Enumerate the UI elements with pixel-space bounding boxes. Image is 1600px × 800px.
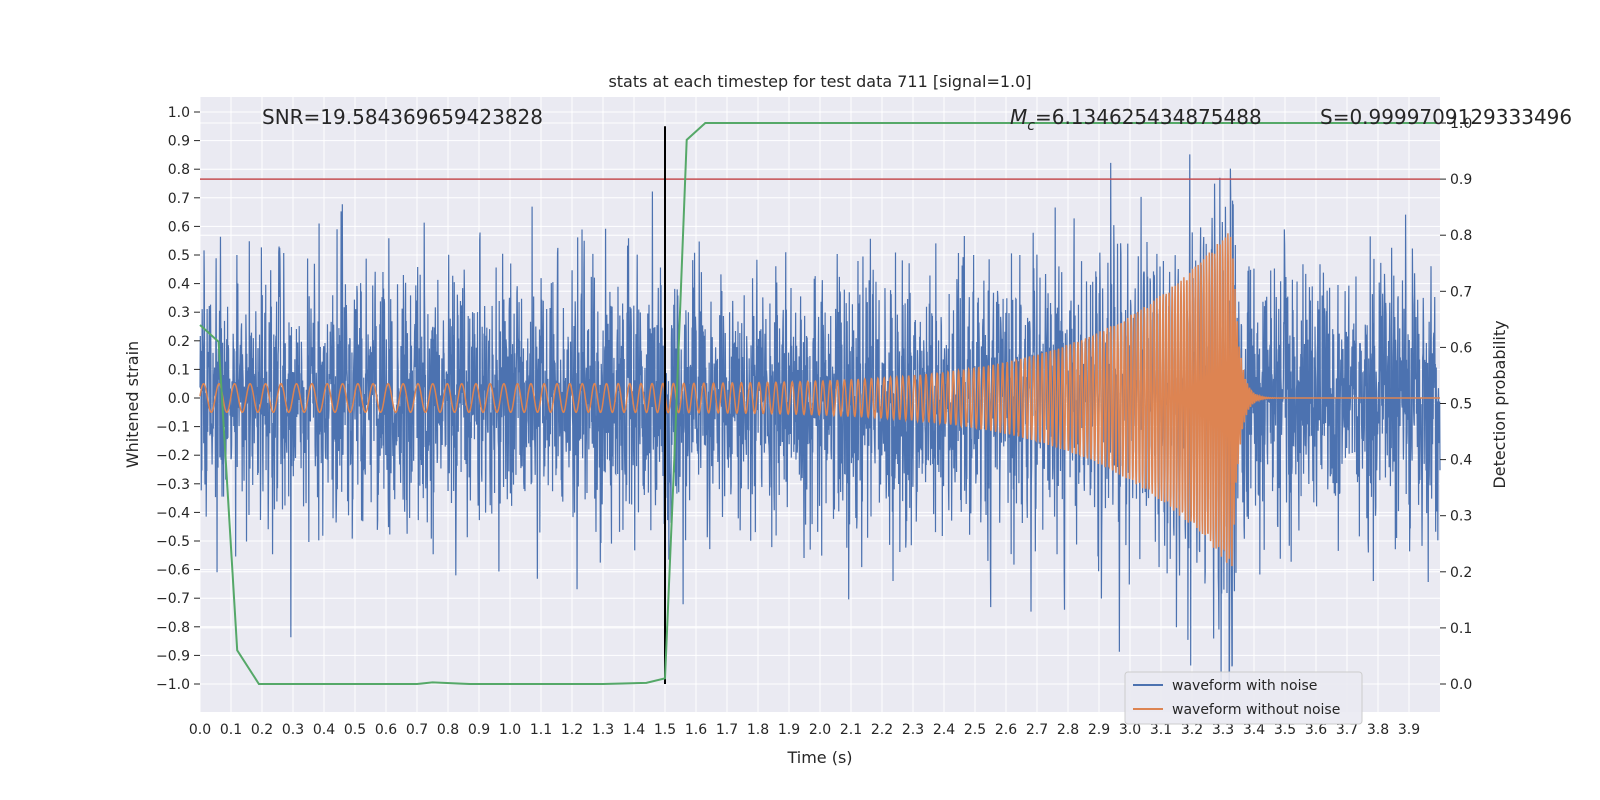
x-tick-label: 2.4 xyxy=(933,722,955,738)
y-tick-label: 0.2 xyxy=(168,334,190,350)
x-tick-label: 2.5 xyxy=(964,722,986,738)
x-tick-label: 1.9 xyxy=(778,722,800,738)
chirp-mass-subscript: c xyxy=(1027,118,1035,134)
x-tick-label: 2.6 xyxy=(995,722,1017,738)
y-tick-label: 1.0 xyxy=(168,105,190,121)
y-tick-label: 0.5 xyxy=(168,248,190,264)
s-annotation: S=0.9999709129333496 xyxy=(1320,105,1572,129)
y-tick-label: 0.4 xyxy=(168,277,190,293)
x-axis-label: Time (s) xyxy=(786,748,852,767)
y2-tick-label: 0.3 xyxy=(1450,509,1472,525)
x-tick-label: 1.5 xyxy=(654,722,676,738)
x-tick-label: 0.9 xyxy=(468,722,490,738)
x-tick-label: 3.5 xyxy=(1274,722,1296,738)
x-tick-label: 2.1 xyxy=(840,722,862,738)
y-tick-label: 0.6 xyxy=(168,219,190,235)
y2-tick-label: 0.2 xyxy=(1450,565,1472,581)
y-tick-label: −0.9 xyxy=(156,648,190,664)
chart-title: stats at each timestep for test data 711… xyxy=(608,72,1031,91)
y-tick-label: 0.8 xyxy=(168,162,190,178)
y2-tick-label: 0.0 xyxy=(1450,677,1472,693)
detection-probability-line xyxy=(199,122,1437,685)
y2-axis-ticks: 1.0 0.9 0.8 0.7 0.6 0.5 0.4 0.3 0.2 0.1 0.0 xyxy=(1440,116,1472,693)
y2-axis-label: Detection probability xyxy=(1490,320,1509,488)
x-tick-label: 1.8 xyxy=(747,722,769,738)
chirp-mass-annotation: Mc=6.134625434875488 xyxy=(1010,105,1262,134)
x-tick-label: 3.4 xyxy=(1243,722,1265,738)
x-tick-label: 1.4 xyxy=(623,722,645,738)
x-tick-label: 0.3 xyxy=(282,722,304,738)
y-tick-label: 0.1 xyxy=(168,362,190,378)
x-tick-label: 1.2 xyxy=(561,722,583,738)
y2-tick-label: 0.6 xyxy=(1450,340,1472,356)
chirp-mass-value: =6.134625434875488 xyxy=(1035,105,1262,129)
x-tick-label: 0.7 xyxy=(406,722,428,738)
x-tick-label: 2.8 xyxy=(1057,722,1079,738)
x-tick-label: 0.1 xyxy=(220,722,242,738)
y-tick-label: 0.3 xyxy=(168,305,190,321)
y2-tick-label: 0.5 xyxy=(1450,397,1472,413)
x-tick-label: 0.0 xyxy=(189,722,211,738)
x-tick-label: 1.6 xyxy=(685,722,707,738)
x-tick-label: 1.3 xyxy=(592,722,614,738)
y-tick-label: −0.7 xyxy=(156,591,190,607)
x-tick-label: 2.7 xyxy=(1026,722,1048,738)
x-tick-label: 2.0 xyxy=(809,722,831,738)
legend: waveform with noise waveform without noi… xyxy=(1124,671,1363,725)
legend-box xyxy=(1124,671,1363,725)
y-tick-label: −0.5 xyxy=(156,534,190,550)
y-axis-ticks: 1.0 0.9 0.8 0.7 0.6 0.5 0.4 0.3 0.2 0.1 0.0 −0.1 −0.… xyxy=(156,105,200,693)
x-tick-label: 0.2 xyxy=(251,722,273,738)
legend-label-clean: waveform without noise xyxy=(1172,702,1340,718)
x-tick-label: 3.6 xyxy=(1305,722,1327,738)
y-tick-label: 0.0 xyxy=(168,391,190,407)
x-tick-label: 2.2 xyxy=(871,722,893,738)
y2-tick-label: 0.8 xyxy=(1450,228,1472,244)
x-tick-label: 0.6 xyxy=(375,722,397,738)
y-tick-label: 0.9 xyxy=(168,134,190,150)
x-tick-label: 3.0 xyxy=(1119,722,1141,738)
y-tick-label: 0.7 xyxy=(168,191,190,207)
x-tick-label: 0.4 xyxy=(313,722,335,738)
x-tick-label: 3.7 xyxy=(1336,722,1358,738)
y-tick-label: −1.0 xyxy=(156,677,190,693)
overlay-lines xyxy=(199,122,1440,685)
legend-label-noise: waveform with noise xyxy=(1172,678,1317,694)
x-tick-label: 1.1 xyxy=(530,722,552,738)
y-tick-label: −0.3 xyxy=(156,477,190,493)
y-tick-label: −0.6 xyxy=(156,563,190,579)
x-tick-label: 2.9 xyxy=(1088,722,1110,738)
x-tick-label: 3.1 xyxy=(1150,722,1172,738)
x-tick-label: 0.5 xyxy=(344,722,366,738)
y-tick-label: −0.8 xyxy=(156,620,190,636)
y2-tick-label: 0.7 xyxy=(1450,284,1472,300)
y-axis-label: Whitened strain xyxy=(123,341,142,468)
y2-tick-label: 0.1 xyxy=(1450,621,1472,637)
chirp-mass-symbol: M xyxy=(1010,105,1027,129)
x-tick-label: 2.3 xyxy=(902,722,924,738)
clean-waveform-line xyxy=(199,233,1440,567)
x-tick-label: 3.3 xyxy=(1212,722,1234,738)
y-tick-label: −0.2 xyxy=(156,448,190,464)
y2-tick-label: 0.4 xyxy=(1450,453,1472,469)
x-tick-label: 1.0 xyxy=(499,722,521,738)
y-tick-label: −0.4 xyxy=(156,505,190,521)
x-tick-label: 3.8 xyxy=(1367,722,1389,738)
x-tick-label: 0.8 xyxy=(437,722,459,738)
y-tick-label: −0.1 xyxy=(156,420,190,436)
series-waveform-without-noise xyxy=(199,233,1440,567)
x-tick-label: 3.2 xyxy=(1181,722,1203,738)
snr-annotation: SNR=19.584369659423828 xyxy=(262,105,543,129)
y2-tick-label: 0.9 xyxy=(1450,172,1472,188)
x-tick-label: 3.9 xyxy=(1398,722,1420,738)
y2-tick-label: 1.0 xyxy=(1450,116,1472,132)
x-axis-ticks: 0.0 0.1 0.2 0.3 0.4 0.5 0.6 0.7 0.8 0.9 1.0 1.1 1.2 1… xyxy=(189,722,1420,738)
x-tick-label: 1.7 xyxy=(716,722,738,738)
